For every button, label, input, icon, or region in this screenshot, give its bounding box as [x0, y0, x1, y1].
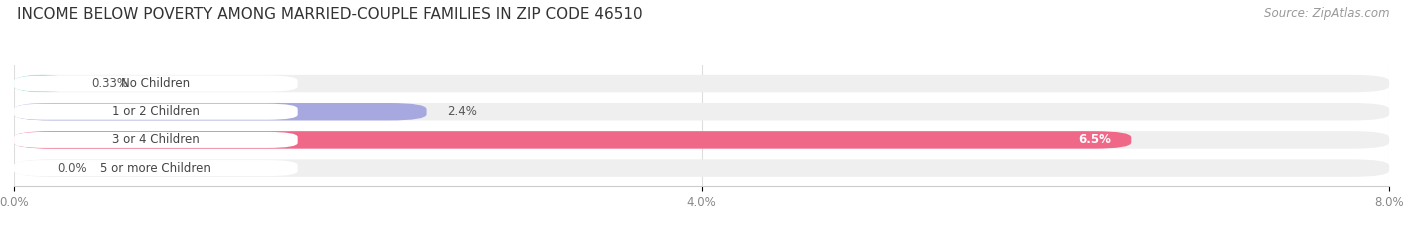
FancyBboxPatch shape	[14, 160, 298, 176]
FancyBboxPatch shape	[14, 103, 1389, 120]
FancyBboxPatch shape	[14, 131, 1389, 149]
Text: 0.0%: 0.0%	[58, 161, 87, 175]
Text: 5 or more Children: 5 or more Children	[100, 161, 211, 175]
FancyBboxPatch shape	[14, 104, 298, 120]
FancyBboxPatch shape	[14, 75, 298, 92]
Text: INCOME BELOW POVERTY AMONG MARRIED-COUPLE FAMILIES IN ZIP CODE 46510: INCOME BELOW POVERTY AMONG MARRIED-COUPL…	[17, 7, 643, 22]
Text: 0.33%: 0.33%	[91, 77, 128, 90]
FancyBboxPatch shape	[14, 103, 426, 120]
Text: Source: ZipAtlas.com: Source: ZipAtlas.com	[1264, 7, 1389, 20]
FancyBboxPatch shape	[14, 75, 1389, 92]
FancyBboxPatch shape	[14, 132, 298, 148]
Text: 6.5%: 6.5%	[1078, 134, 1111, 146]
Text: 3 or 4 Children: 3 or 4 Children	[112, 134, 200, 146]
FancyBboxPatch shape	[14, 159, 1389, 177]
FancyBboxPatch shape	[14, 131, 1132, 149]
Text: 1 or 2 Children: 1 or 2 Children	[112, 105, 200, 118]
Text: 2.4%: 2.4%	[447, 105, 477, 118]
FancyBboxPatch shape	[14, 75, 70, 92]
Text: No Children: No Children	[121, 77, 190, 90]
